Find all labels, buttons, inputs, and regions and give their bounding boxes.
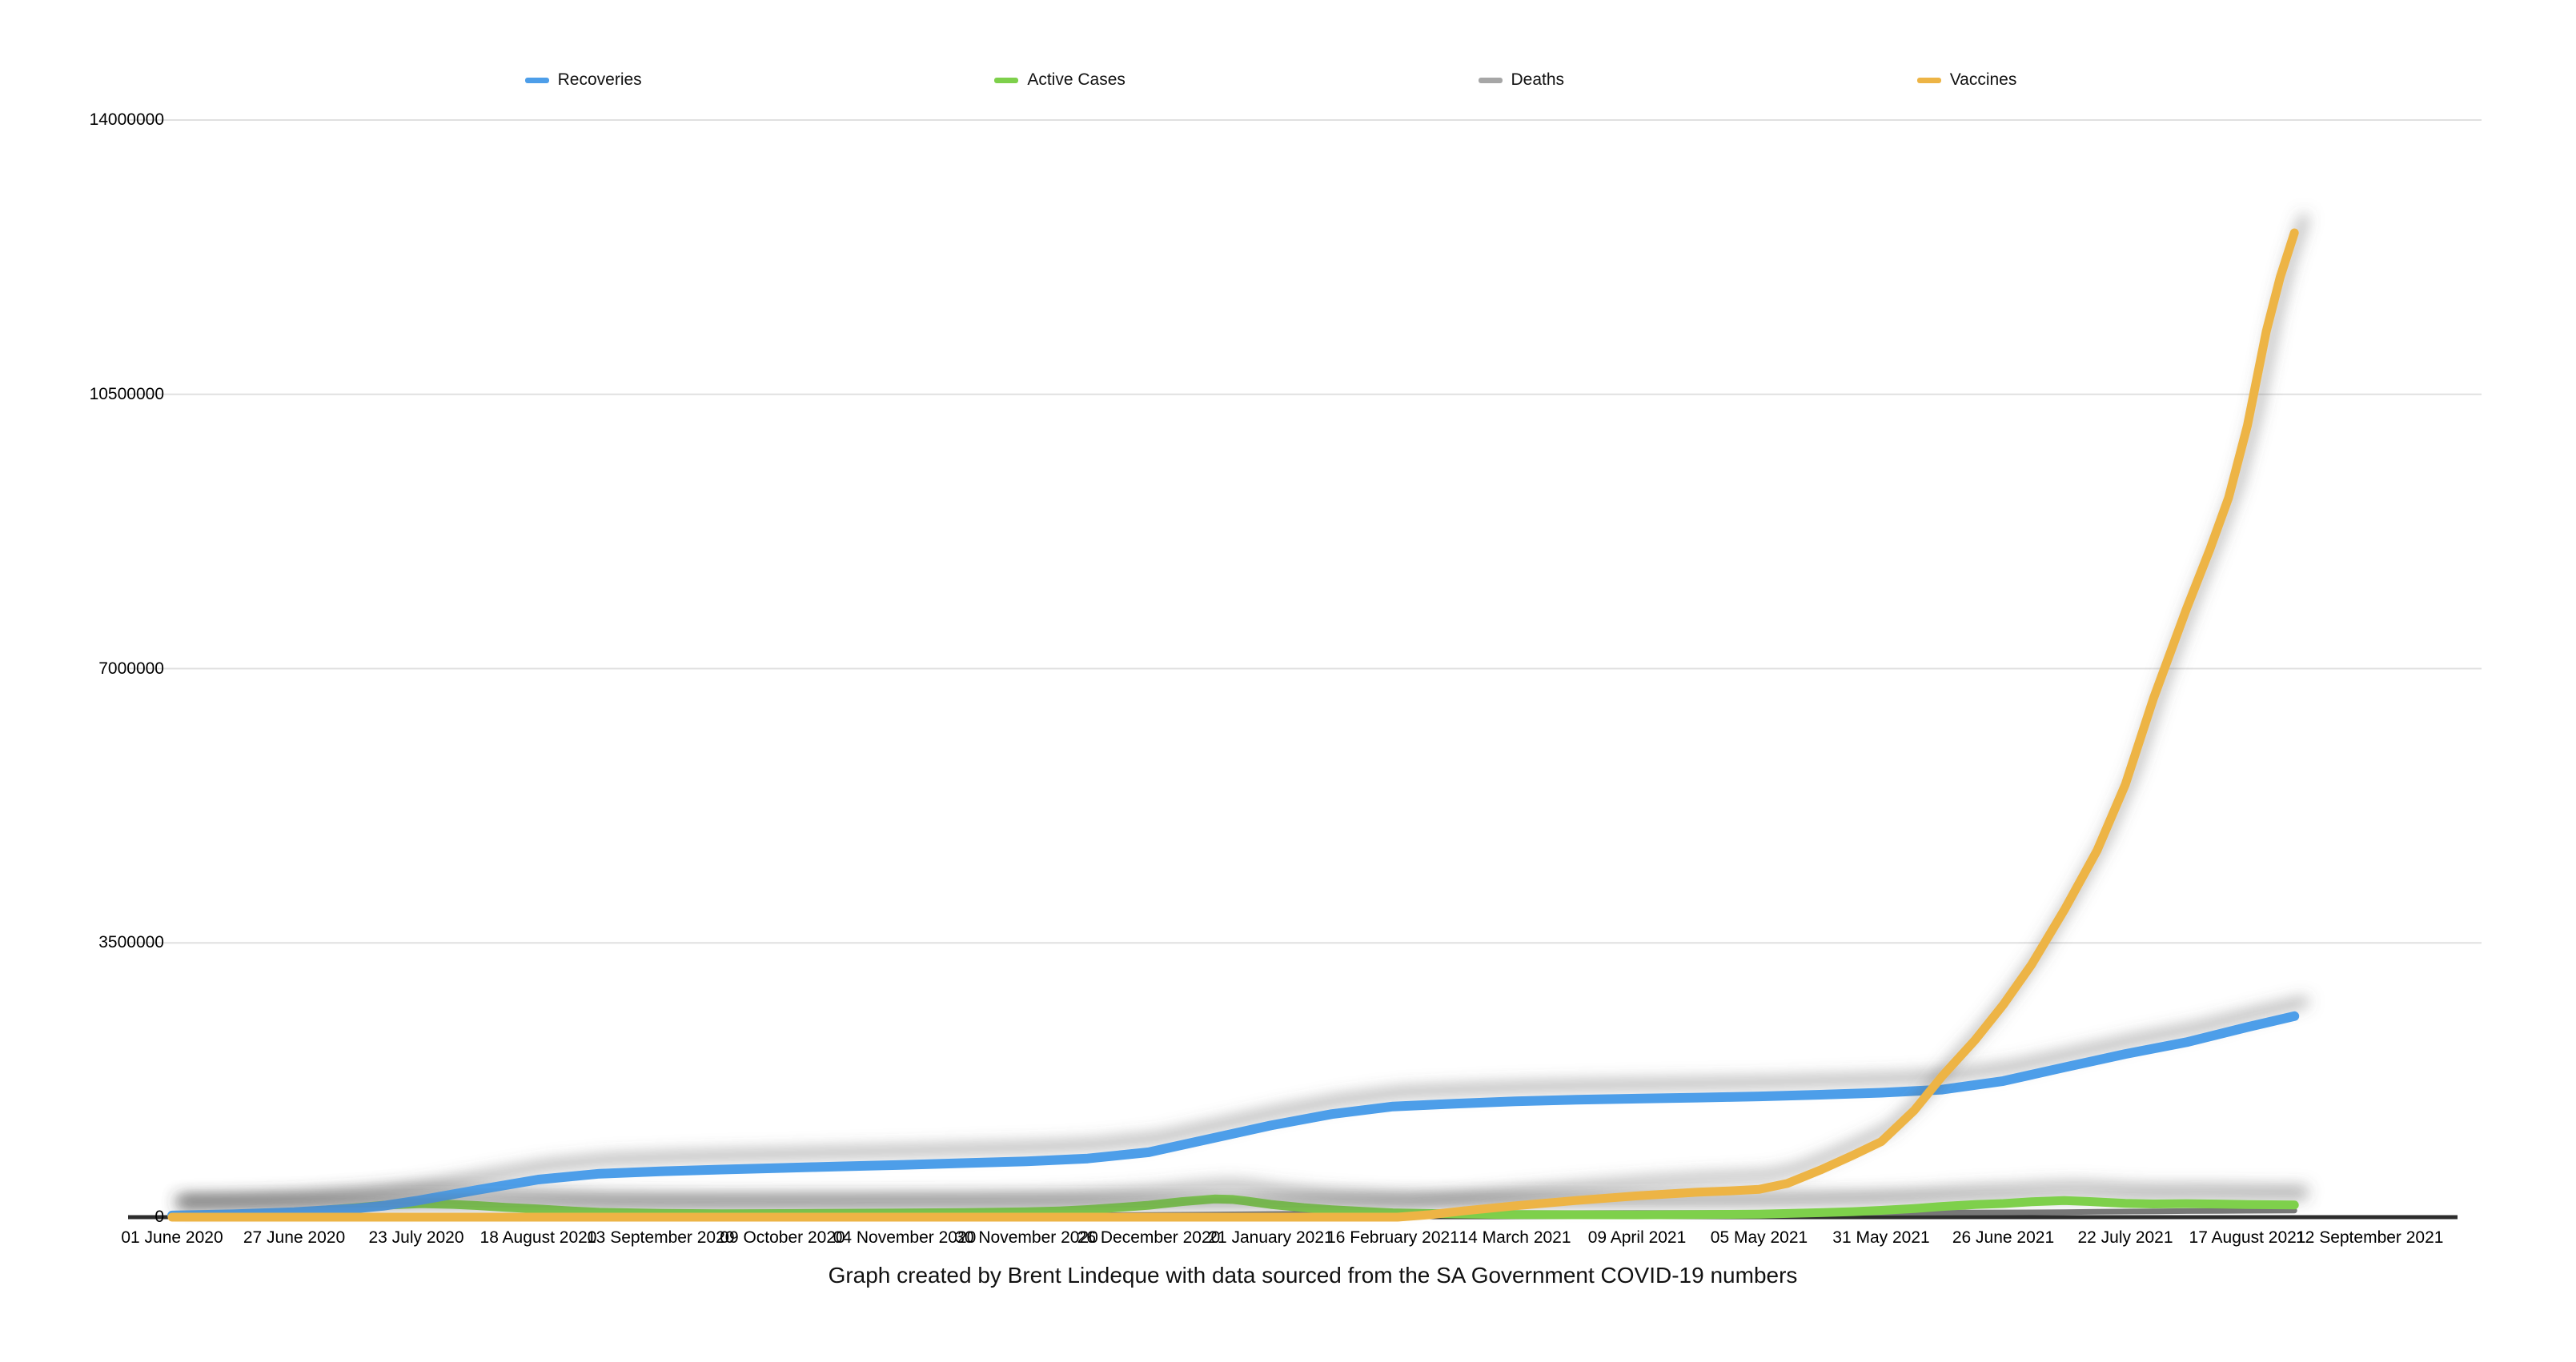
legend-swatch-recoveries	[524, 77, 549, 83]
x-axis-label: 14 March 2021	[1459, 1228, 1571, 1247]
x-axis-label: 01 June 2020	[121, 1228, 223, 1247]
y-axis-label: 3500000	[98, 933, 164, 952]
x-axis-label: 04 November 2020	[833, 1228, 977, 1247]
x-axis-label: 31 May 2021	[1832, 1228, 1930, 1247]
x-axis-label: 09 April 2021	[1587, 1228, 1687, 1247]
legend-item-recoveries: Recoveries	[524, 70, 642, 90]
legend-item-deaths: Deaths	[1478, 70, 1565, 90]
x-axis-label: 05 May 2021	[1710, 1228, 1808, 1247]
x-axis-label: 21 January 2021	[1208, 1228, 1334, 1247]
x-axis-label: 27 June 2020	[243, 1228, 346, 1247]
y-axis-label: 0	[154, 1208, 164, 1226]
series-line-recoveries	[167, 1011, 2300, 1220]
x-axis-label: 18 August 2020	[479, 1228, 597, 1247]
legend-item-vaccines: Vaccines	[1916, 70, 2017, 90]
y-axis-label: 7000000	[98, 659, 164, 678]
legend-item-label: Active Cases	[1027, 70, 1125, 89]
x-axis-label: 16 February 2021	[1326, 1228, 1459, 1247]
x-axis-label: 13 September 2020	[587, 1228, 735, 1247]
legend-swatch-deaths	[1478, 77, 1503, 83]
legend-item-label: Vaccines	[1949, 70, 2017, 89]
legend-item-active-cases: Active Cases	[994, 70, 1125, 90]
x-axis-label: 12 September 2021	[2296, 1228, 2444, 1247]
x-axis-label: 22 July 2021	[2077, 1228, 2173, 1247]
x-axis-label: 17 August 2021	[2189, 1228, 2306, 1247]
x-axis-label: 30 November 2020	[955, 1228, 1098, 1247]
legend: Recoveries Active Cases Deaths Vaccines	[172, 67, 2369, 93]
x-axis-label: 26 December 2020	[1077, 1228, 1221, 1247]
caption: Graph created by Brent Lindeque with dat…	[828, 1263, 1798, 1288]
legend-item-label: Deaths	[1511, 70, 1565, 89]
x-axis-label: 23 July 2020	[368, 1228, 464, 1247]
series-line-active-cases	[167, 1194, 2299, 1221]
x-axis-label: 09 October 2020	[720, 1228, 845, 1247]
legend-swatch-active-cases	[994, 77, 1019, 83]
y-axis-label: 10500000	[89, 384, 164, 403]
legend-swatch-vaccines	[1916, 77, 1941, 83]
x-axis-label: 26 June 2021	[1952, 1228, 2055, 1247]
series-line-vaccines	[167, 228, 2299, 1222]
legend-item-label: Recoveries	[557, 70, 642, 89]
y-axis-label: 14000000	[89, 110, 164, 129]
